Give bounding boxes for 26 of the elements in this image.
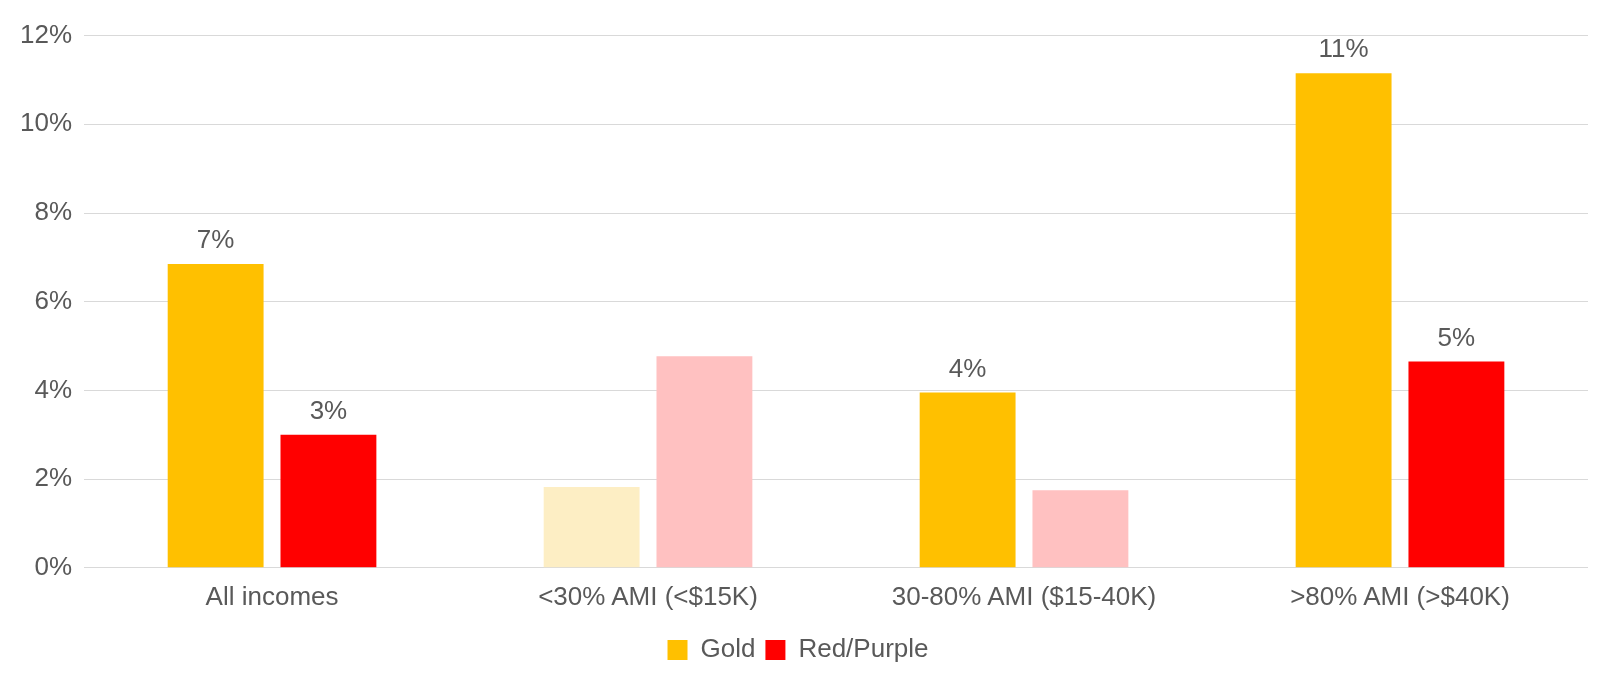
bar [167,264,264,568]
data-label: 4% [948,352,987,383]
bar [1408,361,1505,568]
y-tick-label: 2% [34,462,73,493]
y-tick-label: 6% [34,284,73,315]
data-label: 7% [196,224,235,255]
bar [1295,73,1392,568]
bar [543,487,640,568]
bar [656,356,753,568]
x-tick-label: >80% AMI (>$40K) [1290,580,1510,611]
y-tick-label: 8% [34,196,73,227]
legend-label: Red/Purple [798,633,929,664]
x-tick-label: All incomes [205,580,339,611]
y-tick-label: 10% [19,107,73,138]
y-tick-label: 0% [34,550,73,581]
legend-label: Gold [700,633,756,664]
x-tick-label: <30% AMI (<$15K) [538,580,758,611]
y-tick-label: 4% [34,373,73,404]
bar [1032,490,1129,568]
data-label: 5% [1437,321,1476,352]
y-tick-label: 12% [19,18,73,49]
data-label: 11% [1318,33,1369,64]
data-label: 3% [309,394,348,425]
bar [919,392,1016,568]
bar [280,434,377,568]
x-tick-label: 30-80% AMI ($15-40K) [891,580,1157,611]
